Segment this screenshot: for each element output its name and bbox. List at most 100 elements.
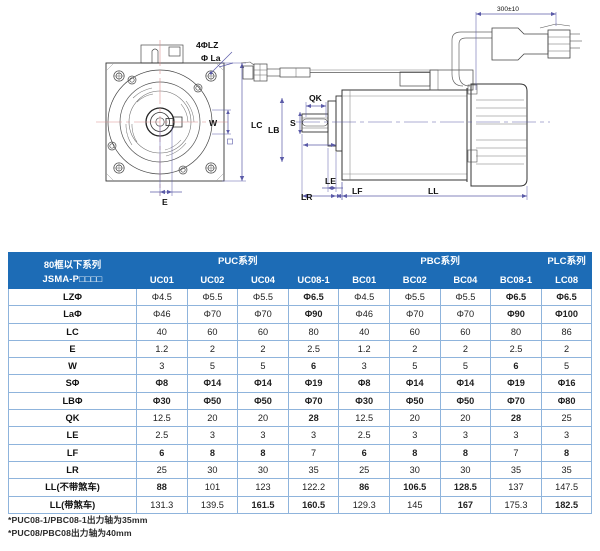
cell: 3 bbox=[540, 426, 593, 445]
cell: Φ30 bbox=[136, 391, 188, 411]
label-cable-length: 300±10 bbox=[497, 6, 519, 13]
cell: 1.2 bbox=[136, 339, 188, 359]
cell: 25 bbox=[540, 409, 593, 428]
cell: Φ50 bbox=[237, 391, 289, 411]
group-header-puc: PUC系列 bbox=[135, 252, 340, 271]
cell: Φ4.5 bbox=[338, 287, 390, 307]
cell: 160.5 bbox=[287, 495, 340, 514]
cell: Φ5.5 bbox=[237, 287, 289, 307]
table-row: LL(带煞车) 131.3 139.5 161.5 160.5 129.3 14… bbox=[8, 495, 593, 514]
row-label-la: LaΦ bbox=[8, 305, 137, 324]
table-body: LZΦ Φ4.5 Φ5.5 Φ5.5 Φ6.5 Φ4.5 Φ5.5 Φ5.5 Φ… bbox=[8, 287, 593, 514]
cell: 40 bbox=[338, 322, 390, 341]
cell: Φ70 bbox=[439, 305, 492, 324]
table-row: E 1.2 2 2 2.5 1.2 2 2 2.5 2 bbox=[8, 339, 593, 359]
cell: 3 bbox=[287, 426, 340, 445]
cell: 139.5 bbox=[186, 495, 239, 514]
model-header-bc02: BC02 bbox=[388, 270, 441, 289]
cell: 80 bbox=[490, 322, 542, 341]
cell: 25 bbox=[338, 460, 390, 480]
cell: Φ14 bbox=[237, 374, 289, 393]
corner-line-1: 80框以下系列 bbox=[43, 259, 102, 270]
cell: 6 bbox=[490, 357, 542, 376]
model-header-uc08-1: UC08-1 bbox=[287, 270, 340, 289]
cell: 5 bbox=[388, 357, 441, 376]
cell: Φ5.5 bbox=[186, 287, 239, 307]
cell: 175.3 bbox=[490, 495, 542, 514]
group-header-plc: PLC系列 bbox=[540, 252, 593, 271]
cell: 8 bbox=[439, 443, 492, 462]
cell: 3 bbox=[136, 357, 188, 376]
label-pcd: Φ La bbox=[201, 53, 221, 63]
side-view-dimensions bbox=[279, 98, 528, 200]
cell: 35 bbox=[540, 460, 593, 480]
cell: 80 bbox=[287, 322, 340, 341]
table-row: W 3 5 5 6 3 5 5 6 5 bbox=[8, 357, 593, 376]
cell: 6 bbox=[287, 357, 340, 376]
cell: Φ8 bbox=[338, 374, 390, 393]
cell: 60 bbox=[186, 322, 239, 341]
cell: 101 bbox=[186, 478, 239, 497]
cell: 2.5 bbox=[338, 426, 390, 445]
table-header: 80框以下系列 JSMA-P□□□□ PUC系列 PBC系列 PLC系列 UC0… bbox=[8, 252, 593, 289]
cell: 167 bbox=[439, 495, 492, 514]
cell: Φ19 bbox=[490, 374, 542, 393]
footnote-2: *PUC08/PBC08出力轴为40mm bbox=[8, 527, 132, 538]
row-label-w: W bbox=[8, 357, 137, 376]
cell: 129.3 bbox=[338, 495, 390, 514]
cell: 86 bbox=[540, 322, 593, 341]
label-lc: LC bbox=[251, 120, 262, 130]
cell: 5 bbox=[237, 357, 289, 376]
cell: 137 bbox=[490, 478, 542, 497]
cell: 5 bbox=[439, 357, 492, 376]
cell: 8 bbox=[540, 443, 593, 462]
cell: 35 bbox=[490, 460, 542, 480]
cell: Φ6.5 bbox=[540, 287, 593, 307]
cell: 3 bbox=[338, 357, 390, 376]
cell: 25 bbox=[136, 460, 188, 480]
cell: Φ46 bbox=[136, 305, 188, 324]
spec-table: 80框以下系列 JSMA-P□□□□ PUC系列 PBC系列 PLC系列 UC0… bbox=[8, 252, 593, 514]
row-label-ll-brake: LL(带煞车) bbox=[8, 495, 137, 514]
cell: Φ70 bbox=[186, 305, 239, 324]
table-corner-header: 80框以下系列 JSMA-P□□□□ bbox=[8, 252, 137, 289]
front-view bbox=[96, 40, 228, 196]
label-e: E bbox=[162, 197, 168, 207]
cell: 106.5 bbox=[388, 478, 441, 497]
table-row: QK 12.5 20 20 28 12.5 20 20 28 25 bbox=[8, 409, 593, 428]
cell: 8 bbox=[388, 443, 441, 462]
label-lb: LB bbox=[268, 125, 279, 135]
table-row: LZΦ Φ4.5 Φ5.5 Φ5.5 Φ6.5 Φ4.5 Φ5.5 Φ5.5 Φ… bbox=[8, 287, 593, 307]
cell: Φ5.5 bbox=[388, 287, 441, 307]
cell: Φ4.5 bbox=[136, 287, 188, 307]
cell: 7 bbox=[490, 443, 542, 462]
cell: 145 bbox=[388, 495, 441, 514]
cell: 147.5 bbox=[540, 478, 593, 497]
cell: Φ80 bbox=[540, 391, 593, 411]
row-label-lr: LR bbox=[8, 460, 137, 480]
cell: Φ5.5 bbox=[439, 287, 492, 307]
cell: 161.5 bbox=[237, 495, 289, 514]
table-row: LR 25 30 30 35 25 30 30 35 35 bbox=[8, 460, 593, 480]
cell: Φ6.5 bbox=[490, 287, 542, 307]
cell: Φ70 bbox=[287, 391, 340, 411]
table-row: SΦ Φ8 Φ14 Φ14 Φ19 Φ8 Φ14 Φ14 Φ19 Φ16 bbox=[8, 374, 593, 393]
model-header-lc08: LC08 bbox=[540, 270, 593, 289]
cell: 122.2 bbox=[287, 478, 340, 497]
label-w: W bbox=[209, 118, 218, 128]
row-label-le: LE bbox=[8, 426, 137, 445]
group-header-pbc: PBC系列 bbox=[338, 252, 542, 271]
cell: 20 bbox=[439, 409, 492, 428]
cell: 30 bbox=[439, 460, 492, 480]
cell: 60 bbox=[388, 322, 441, 341]
cell: 2 bbox=[186, 339, 239, 359]
model-header-bc01: BC01 bbox=[338, 270, 390, 289]
model-header-bc04: BC04 bbox=[439, 270, 492, 289]
cell: Φ8 bbox=[136, 374, 188, 393]
row-label-ll-no-brake: LL(不带煞车) bbox=[8, 478, 137, 497]
cell: 5 bbox=[186, 357, 239, 376]
row-label-s: SΦ bbox=[8, 374, 137, 393]
header-group-row: 80框以下系列 JSMA-P□□□□ PUC系列 PBC系列 PLC系列 bbox=[8, 252, 593, 289]
footnotes: *PUC08-1/PBC08-1出力轴为35mm *PUC08/PBC08出力轴… bbox=[8, 514, 148, 539]
